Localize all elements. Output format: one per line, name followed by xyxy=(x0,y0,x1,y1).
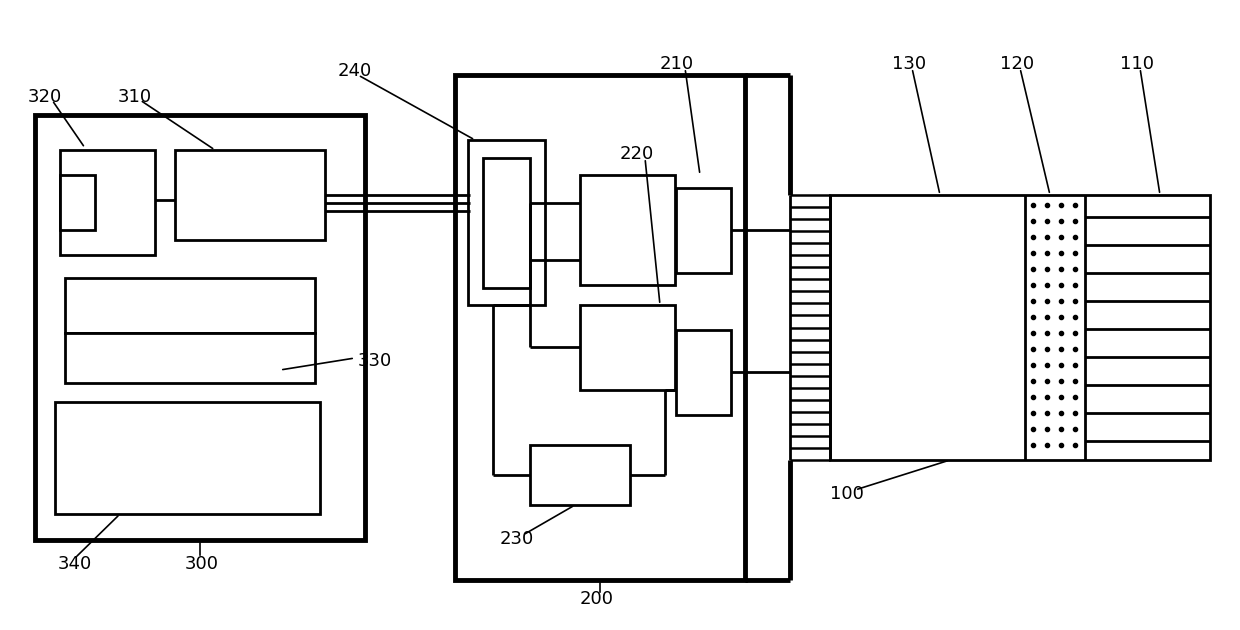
Text: 100: 100 xyxy=(830,485,864,503)
Bar xyxy=(175,150,325,240)
Bar xyxy=(529,445,630,505)
Text: 300: 300 xyxy=(185,555,219,573)
Text: 320: 320 xyxy=(29,88,62,106)
Bar xyxy=(467,140,546,305)
Bar xyxy=(676,330,732,415)
Bar xyxy=(455,75,745,580)
Bar xyxy=(64,333,315,383)
Bar xyxy=(64,278,315,333)
Text: 130: 130 xyxy=(892,55,926,73)
Text: 310: 310 xyxy=(118,88,153,106)
Text: 120: 120 xyxy=(999,55,1034,73)
Bar xyxy=(55,402,320,514)
Text: 220: 220 xyxy=(620,145,655,163)
Bar xyxy=(676,188,732,273)
Text: 330: 330 xyxy=(358,352,392,370)
Text: 200: 200 xyxy=(580,590,614,608)
Bar xyxy=(580,305,675,390)
Text: 110: 110 xyxy=(1120,55,1154,73)
Bar xyxy=(60,175,95,230)
Bar xyxy=(580,175,675,285)
Text: 240: 240 xyxy=(339,62,372,80)
Bar xyxy=(484,158,529,288)
Text: 230: 230 xyxy=(500,530,534,548)
Bar xyxy=(60,150,155,255)
Text: 340: 340 xyxy=(58,555,92,573)
Bar xyxy=(35,115,365,540)
Text: 210: 210 xyxy=(660,55,694,73)
Bar xyxy=(830,195,1210,460)
